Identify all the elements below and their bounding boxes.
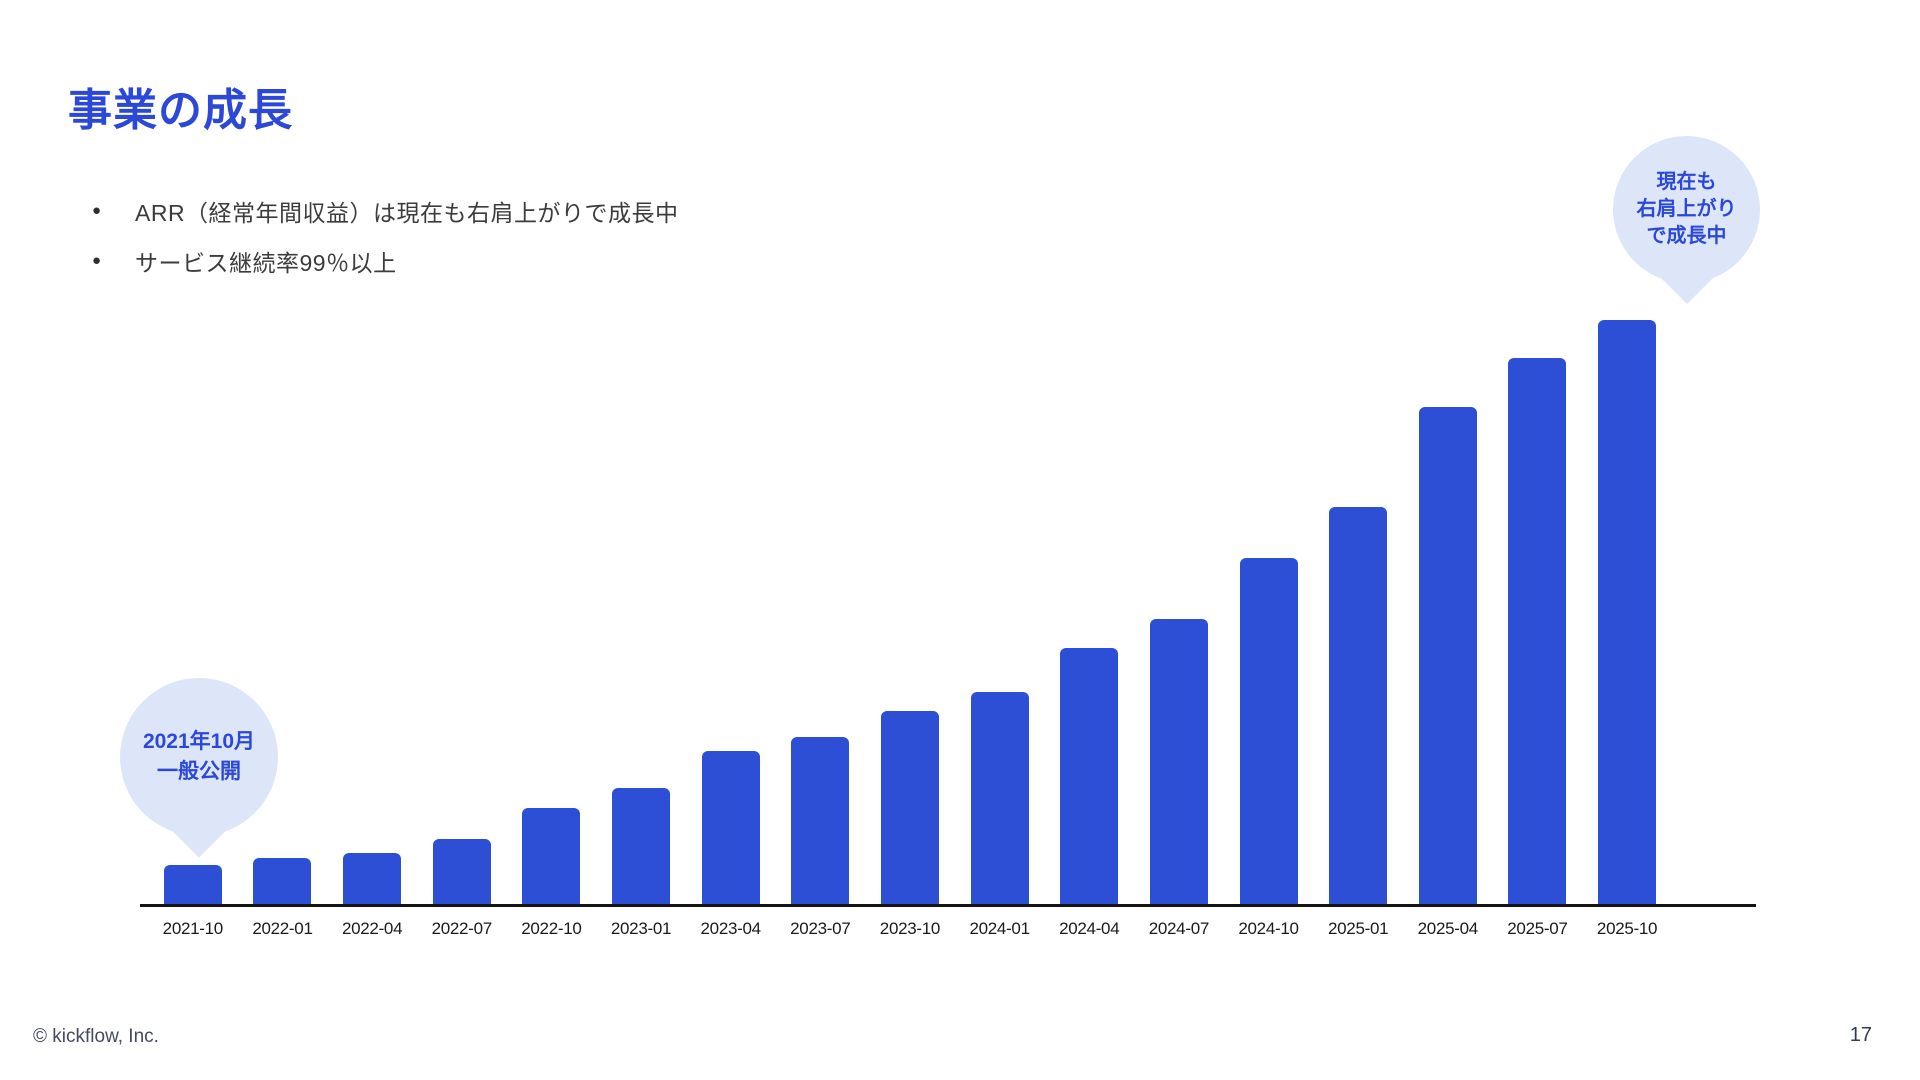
x-tick-label: 2022-01 xyxy=(252,919,313,938)
bar-2023-04 xyxy=(701,751,760,905)
bar-column xyxy=(1134,318,1224,905)
x-tick-label: 2025-01 xyxy=(1328,919,1389,938)
bar-2022-04 xyxy=(343,853,402,905)
bar-column xyxy=(507,318,597,905)
bar-2023-10 xyxy=(880,711,939,905)
bar-2022-10 xyxy=(522,808,581,905)
x-tick-label: 2024-04 xyxy=(1059,919,1120,938)
bar-2023-01 xyxy=(612,788,671,905)
bar-2024-01 xyxy=(970,692,1029,905)
copyright: © kickflow, Inc. xyxy=(33,1026,159,1047)
bullet-text: サービス継続率99％以上 xyxy=(135,250,397,276)
x-tick-label: 2021-10 xyxy=(162,919,224,938)
bar-column xyxy=(1403,318,1493,905)
bar-column xyxy=(1582,318,1672,905)
callout-text-line: で成長中 xyxy=(1646,225,1727,247)
x-tick-label: 2025-04 xyxy=(1417,919,1479,938)
bar-2023-07 xyxy=(791,737,850,905)
x-axis-line xyxy=(140,904,1756,907)
x-tick-label: 2024-10 xyxy=(1238,919,1299,938)
bar-2025-07 xyxy=(1508,358,1567,905)
bar-column xyxy=(865,318,955,905)
x-tick-label: 2025-07 xyxy=(1507,919,1568,938)
bar-2024-07 xyxy=(1149,619,1208,905)
callout-text-line: 一般公開 xyxy=(157,760,241,783)
bullet-dot-icon: ● xyxy=(92,252,102,269)
bar-2025-10 xyxy=(1598,320,1657,905)
bar-2022-07 xyxy=(432,839,491,905)
callout-pin-growth: 現在も 右肩上がり で成長中 xyxy=(1613,136,1760,316)
pin-bubble: 現在も 右肩上がり で成長中 xyxy=(1613,136,1760,283)
bullet-dot-icon: ● xyxy=(92,202,102,219)
bar-column xyxy=(417,318,507,905)
x-tick-label: 2024-01 xyxy=(969,919,1030,938)
bullet-item: ● サービス継続率99％以上 xyxy=(92,246,679,276)
x-tick-label: 2023-04 xyxy=(700,919,762,938)
bar-column xyxy=(238,318,328,905)
bar-column xyxy=(775,318,865,905)
bar-column xyxy=(1224,318,1314,905)
x-tick-label: 2023-07 xyxy=(790,919,851,938)
page-number: 17 xyxy=(1849,1024,1872,1046)
bar-column xyxy=(1044,318,1134,905)
x-tick-label: 2025-10 xyxy=(1596,919,1658,938)
page-title: 事業の成長 xyxy=(68,86,293,135)
x-tick-label: 2022-07 xyxy=(431,919,493,938)
bar-2025-04 xyxy=(1418,407,1477,905)
bar-column xyxy=(148,318,238,905)
bullet-item: ● ARR（経常年間収益）は現在も右肩上がりで成長中 xyxy=(92,196,679,226)
callout-pin-launch: 2021年10月 一般公開 xyxy=(120,678,278,868)
bar-2025-01 xyxy=(1329,507,1388,905)
bar-2022-01 xyxy=(253,858,312,905)
bar-2024-10 xyxy=(1239,558,1298,905)
x-tick-label: 2023-10 xyxy=(879,919,941,938)
x-tick-label: 2022-04 xyxy=(341,919,403,938)
x-tick-label: 2024-07 xyxy=(1148,919,1210,938)
bullet-text: ARR（経常年間収益）は現在も右肩上がりで成長中 xyxy=(135,200,679,226)
bar-column xyxy=(1493,318,1583,905)
bar-column xyxy=(596,318,686,905)
bar-column xyxy=(686,318,776,905)
bar-2024-04 xyxy=(1060,648,1119,905)
callout-text-line: 現在も xyxy=(1656,171,1717,193)
x-tick-label: 2023-01 xyxy=(610,919,672,938)
bar-column xyxy=(955,318,1045,905)
bar-column xyxy=(1313,318,1403,905)
x-tick-label: 2022-10 xyxy=(521,919,582,938)
callout-text-line: 2021年10月 xyxy=(142,730,256,753)
pin-bubble: 2021年10月 一般公開 xyxy=(120,678,278,836)
bar-2021-10 xyxy=(163,865,222,905)
bars-row xyxy=(148,318,1672,905)
callout-text-line: 右肩上がり xyxy=(1636,198,1737,220)
x-axis-labels: 2021-10 2022-01 2022-04 2022-07 2022-10 2023-… xyxy=(148,919,1672,939)
bar-column xyxy=(327,318,417,905)
bullet-list: ● ARR（経常年間収益）は現在も右肩上がりで成長中 ● サービス継続率99％以… xyxy=(92,196,679,296)
